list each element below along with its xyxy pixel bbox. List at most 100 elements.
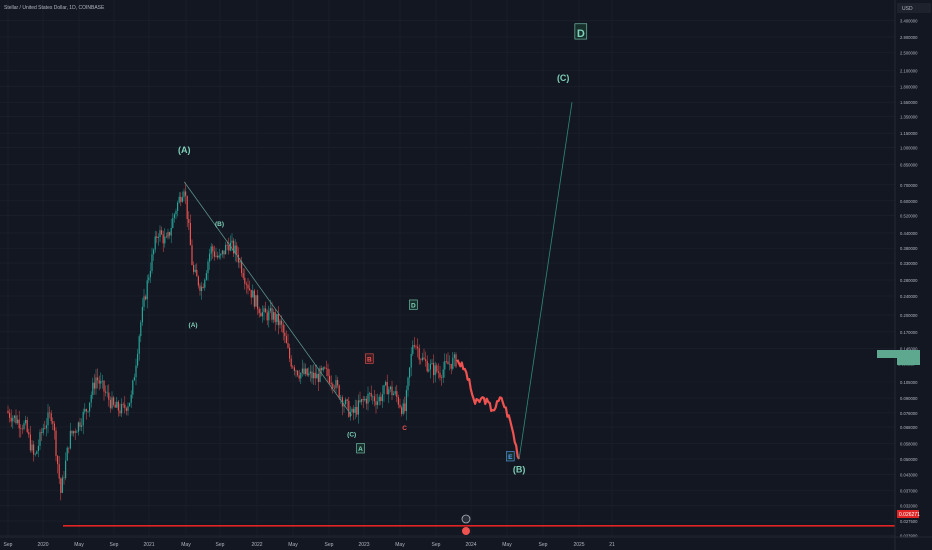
candle-body (322, 367, 324, 371)
candle-body (431, 363, 433, 365)
candle-body (433, 363, 435, 376)
candle-body (215, 255, 217, 257)
x-tick-label: 2020 (37, 542, 48, 548)
x-tick-label: Sep (432, 542, 441, 548)
candle-body (441, 377, 443, 379)
candle-body (149, 271, 151, 278)
candle-body (20, 428, 22, 429)
candle-body (241, 261, 243, 274)
candle-body (133, 377, 135, 381)
candle-body (437, 371, 439, 373)
candle-body (185, 191, 187, 196)
wave-label: B (367, 356, 372, 363)
candle-body (349, 412, 351, 417)
candle-body (73, 431, 75, 434)
candle-body (207, 261, 209, 274)
y-tick-label: 0.170000 (900, 330, 918, 335)
candle-body (173, 214, 175, 219)
candle-body (266, 312, 268, 321)
candle-body (154, 236, 156, 250)
candle-body (69, 430, 71, 449)
candle-body (124, 404, 126, 409)
candle-body (201, 286, 203, 291)
events-icon[interactable] (461, 514, 471, 524)
candle-body (245, 283, 247, 285)
y-tick-label: 0.330000 (900, 261, 918, 266)
candle-body (373, 396, 375, 402)
candle-body (357, 400, 359, 415)
y-tick-label: 0.090000 (900, 396, 918, 401)
candle-body (181, 197, 183, 202)
y-tick-label: 2.100000 (900, 69, 918, 74)
candle-body (25, 419, 27, 424)
wave-label: D (577, 28, 585, 40)
candle-body (281, 320, 283, 325)
candle-body (426, 361, 428, 372)
y-tick-label: 0.023900 (900, 534, 918, 539)
candle-body (42, 427, 44, 434)
candle-body (252, 290, 254, 298)
y-tick-label: 0.050000 (900, 457, 918, 462)
candle-body (167, 232, 169, 238)
candle-body (93, 382, 95, 389)
x-tick-label: May (395, 542, 405, 548)
candle-body (375, 401, 377, 405)
candle-body (356, 407, 358, 415)
candle-body (249, 288, 251, 290)
candle-body (233, 240, 235, 254)
candle-body (407, 377, 409, 391)
candle-body (421, 357, 423, 360)
candle-body (436, 365, 438, 372)
candle-body (263, 308, 265, 313)
support-price-badge (897, 510, 919, 518)
candle-body (413, 345, 415, 347)
x-tick-label: 2022 (251, 542, 262, 548)
candle-body (274, 312, 276, 323)
candle-body (81, 425, 83, 427)
candle-body (116, 401, 118, 408)
candle-body (425, 359, 427, 362)
candle-body (121, 403, 123, 414)
candle-body (452, 357, 454, 369)
candle-body (381, 394, 383, 401)
current-price-text: 0.115000 (898, 362, 915, 367)
x-tick-label: Sep (110, 542, 119, 548)
y-tick-label: 0.280000 (900, 278, 918, 283)
candle-body (370, 392, 372, 397)
candle-body (89, 402, 91, 412)
candle-body (68, 447, 70, 449)
candle-body (429, 364, 431, 370)
symbol-title: Stellar / United States Dollar, 1D, COIN… (4, 5, 105, 11)
candle-body (253, 290, 255, 307)
candle-body (66, 447, 68, 461)
candle-body (129, 402, 131, 407)
y-tick-label: 0.145000 (900, 346, 918, 351)
candle-body (114, 404, 116, 408)
candle-body (113, 397, 115, 405)
candle-body (293, 367, 295, 371)
candle-body (428, 369, 430, 372)
candle-body (279, 320, 281, 326)
candle-body (383, 385, 385, 395)
candle-body (388, 389, 390, 395)
candle-body (186, 195, 188, 220)
candle-body (169, 232, 171, 236)
candle-body (369, 392, 371, 394)
wave-label: (B) (513, 464, 526, 474)
dividend-event-icon[interactable] (462, 527, 470, 535)
candle-body (217, 255, 219, 258)
candle-body (65, 460, 67, 479)
x-tick-label: May (181, 542, 191, 548)
candle-body (7, 410, 9, 413)
candle-body (410, 353, 412, 368)
candle-body (351, 408, 353, 413)
candle-body (103, 380, 105, 392)
candle-body (389, 386, 391, 390)
candle-body (95, 377, 97, 389)
candle-body (61, 477, 63, 493)
currency-box[interactable] (897, 3, 931, 13)
candle-body (34, 453, 36, 455)
candle-body (244, 277, 246, 284)
candle-body (409, 367, 411, 378)
